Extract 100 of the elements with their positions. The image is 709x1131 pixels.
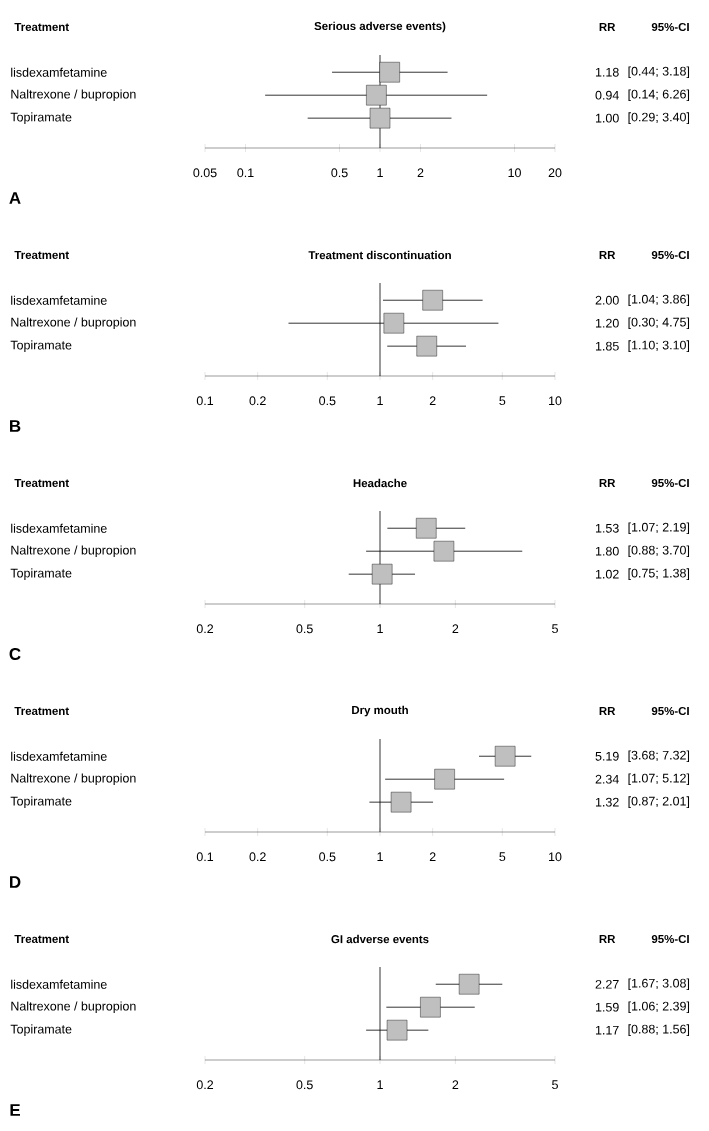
x-tick-label: 0.2 [196, 1080, 214, 1090]
x-tick-label: 1 [377, 852, 383, 861]
text: [1.67; 3.08] [628, 978, 690, 991]
text: [0.29; 3.40] [628, 112, 690, 124]
data-label: 2.27 [595, 979, 619, 989]
chart-title: Serious adverse events) [314, 21, 446, 33]
text: E [10, 1104, 20, 1116]
y-tick-label: lisdexamfetamine [11, 979, 107, 989]
text: D [10, 876, 21, 888]
text: RR [599, 707, 616, 715]
text: [0.75; 1.38] [628, 568, 690, 580]
x-tick-label: 1 [377, 396, 383, 405]
data-label: 1.85 [595, 341, 619, 351]
x-tick-label: 1 [377, 1080, 383, 1089]
x-tick-label: 1 [377, 168, 383, 177]
data-label: 1.02 [595, 569, 619, 579]
x-tick-label: 2 [429, 396, 436, 406]
x-tick-label: 0.2 [249, 396, 266, 406]
data-label: 1.00 [595, 113, 619, 123]
y-tick-label: Topiramate [10, 1024, 72, 1036]
text: RR [599, 935, 616, 943]
x-tick-label: 20 [548, 168, 562, 178]
y-tick-label: Naltrexone / bupropion [11, 773, 136, 785]
x-tick-label: 5 [552, 624, 558, 634]
text: 95%-CI [651, 934, 689, 944]
x-tick-label: 0.1 [196, 852, 214, 862]
x-tick-label: 5 [552, 1080, 558, 1090]
text: 95%-CI [651, 22, 689, 32]
data-label: 2.34 [595, 774, 619, 784]
text: RR [599, 479, 616, 487]
y-tick-label: lisdexamfetamine [11, 67, 107, 77]
text: C [9, 648, 21, 661]
x-tick-label: 10 [549, 396, 562, 406]
text: [0.30; 4.75] [628, 317, 690, 329]
y-tick-label: Naltrexone / bupropion [11, 317, 136, 329]
text: [1.07; 2.19] [628, 522, 690, 535]
y-tick-label: Naltrexone / bupropion [11, 89, 136, 101]
y-tick-label: lisdexamfetamine [11, 295, 107, 305]
chart-title: Dry mouth [352, 705, 408, 717]
text: RR [599, 251, 616, 259]
chart-title: GI adverse events [331, 934, 429, 944]
x-tick-label: 0.5 [319, 852, 336, 862]
text: 95%-CI [651, 706, 689, 716]
y-tick-label: lisdexamfetamine [11, 751, 107, 761]
data-label: 1.59 [595, 1002, 619, 1012]
chart-title: Treatment discontinuation [308, 250, 451, 260]
y-tick-label: Naltrexone / bupropion [11, 1001, 136, 1013]
text: [1.07; 5.12] [628, 773, 690, 785]
y-tick-label: Topiramate [10, 112, 72, 124]
y-axis-title: Treatment [14, 935, 69, 944]
text: 95%-CI [651, 478, 689, 488]
x-tick-label: 5 [499, 852, 506, 862]
x-tick-label: 0.2 [249, 852, 266, 862]
y-axis-title: Treatment [14, 23, 69, 31]
y-tick-label: Topiramate [10, 340, 72, 352]
x-tick-label: 0.5 [296, 1080, 313, 1090]
text: [1.10; 3.10] [628, 340, 690, 352]
text: A [9, 192, 21, 204]
x-tick-label: 0.5 [331, 168, 348, 178]
data-label: 1.32 [595, 797, 619, 807]
y-axis-title: Treatment [14, 479, 69, 487]
x-tick-label: 2 [429, 852, 436, 862]
y-axis-title: Treatment [14, 707, 69, 716]
text: [0.87; 2.01] [628, 796, 690, 808]
text: [0.44; 3.18] [628, 66, 690, 79]
x-tick-label: 2 [452, 624, 459, 634]
text: [0.88; 1.56] [628, 1024, 690, 1036]
text: [1.04; 3.86] [628, 294, 690, 307]
text: [3.68; 7.32] [628, 750, 690, 763]
x-tick-label: 0.05 [193, 168, 217, 178]
text: [0.88; 3.70] [628, 545, 690, 557]
y-axis-title: Treatment [14, 251, 69, 259]
x-tick-label: 2 [452, 1080, 459, 1090]
x-tick-label: 10 [549, 852, 562, 862]
x-tick-label: 10 [508, 168, 521, 178]
x-tick-label: 2 [417, 168, 424, 178]
text: [1.06; 2.39] [628, 1001, 690, 1013]
y-tick-label: Naltrexone / bupropion [11, 545, 136, 557]
y-tick-label: Topiramate [10, 568, 72, 580]
x-tick-label: 0.2 [196, 624, 214, 634]
y-tick-label: Topiramate [10, 796, 72, 808]
text: RR [599, 23, 616, 31]
x-tick-label: 0.1 [196, 396, 214, 406]
x-tick-label: 0.1 [237, 168, 254, 178]
x-tick-label: 5 [499, 396, 506, 406]
text: [0.14; 6.26] [628, 89, 690, 101]
data-label: 2.00 [595, 295, 619, 305]
data-label: 5.19 [595, 751, 619, 761]
x-tick-label: 0.5 [319, 396, 336, 406]
data-label: 1.53 [595, 523, 619, 533]
data-label: 1.18 [595, 67, 619, 77]
data-label: 1.80 [595, 546, 619, 556]
data-label: 1.20 [595, 318, 619, 328]
text: 95%-CI [651, 250, 689, 260]
data-label: 1.17 [595, 1025, 619, 1035]
x-tick-label: 1 [377, 624, 383, 633]
chart-title: Headache [353, 478, 407, 488]
data-label: 0.94 [595, 90, 619, 100]
text: B [10, 420, 21, 432]
x-tick-label: 0.5 [296, 624, 313, 634]
